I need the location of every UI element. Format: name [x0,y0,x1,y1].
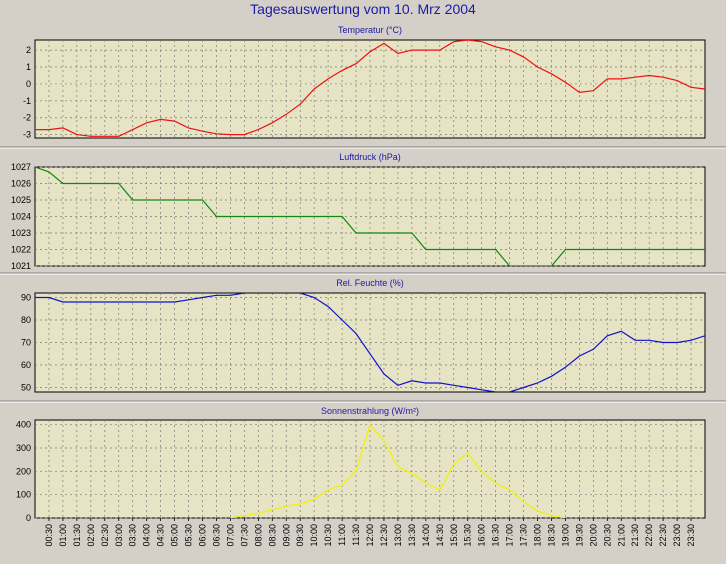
x-tick-label: 08:00 [253,524,263,547]
series-line [35,293,705,392]
x-tick-label: 22:30 [658,524,668,547]
x-tick-label: 13:30 [407,524,417,547]
x-tick-label: 10:30 [323,524,333,547]
panel-title: Luftdruck (hPa) [339,152,401,162]
y-tick-label: 400 [16,420,31,430]
x-tick-label: 02:30 [100,524,110,547]
x-tick-label: 03:30 [128,524,138,547]
y-tick-label: -3 [23,130,31,140]
x-tick-label: 17:30 [519,524,529,547]
panel-title: Temperatur (°C) [338,25,402,35]
series-line [35,40,705,137]
x-tick-label: 14:30 [435,524,445,547]
y-tick-label: 0 [26,513,31,523]
x-tick-label: 15:30 [463,524,473,547]
y-tick-label: 70 [21,338,31,348]
x-tick-label: 07:30 [239,524,249,547]
y-tick-label: 1024 [11,212,31,222]
x-tick-label: 16:30 [491,524,501,547]
y-tick-label: 60 [21,360,31,370]
y-tick-label: 80 [21,315,31,325]
x-tick-label: 09:30 [295,524,305,547]
panel-title: Rel. Feuchte (%) [336,278,404,288]
y-tick-label: 1025 [11,195,31,205]
x-tick-label: 23:30 [686,524,696,547]
x-tick-label: 16:00 [477,524,487,547]
x-tick-label: 01:00 [58,524,68,547]
x-tick-label: 18:00 [533,524,543,547]
y-tick-label: 0 [26,79,31,89]
x-tick-label: 22:00 [644,524,654,547]
y-tick-label: 200 [16,466,31,476]
x-tick-label: 19:00 [560,524,570,547]
y-tick-label: 50 [21,383,31,393]
x-tick-label: 04:00 [142,524,152,547]
x-tick-label: 04:30 [156,524,166,547]
x-tick-label: 08:30 [267,524,277,547]
y-tick-label: -2 [23,113,31,123]
x-tick-label: 10:00 [309,524,319,547]
x-tick-label: 05:30 [184,524,194,547]
plot-area [34,39,706,139]
series-line [230,423,566,518]
y-tick-label: 1027 [11,162,31,172]
panel-title: Sonnenstrahlung (W/m²) [321,406,419,416]
x-tick-label: 11:00 [337,524,347,546]
x-tick-label: 17:00 [505,524,515,547]
x-tick-label: 02:00 [86,524,96,547]
y-tick-label: 1022 [11,245,31,255]
x-tick-label: 15:00 [449,524,459,547]
y-tick-label: 1021 [11,261,31,271]
x-tick-label: 18:30 [546,524,556,547]
x-tick-label: 09:00 [281,524,291,547]
y-tick-label: -1 [23,96,31,106]
x-tick-label: 12:00 [365,524,375,547]
y-tick-label: 2 [26,45,31,55]
x-tick-label: 19:30 [574,524,584,547]
y-tick-label: 300 [16,443,31,453]
y-tick-label: 100 [16,490,31,500]
x-tick-label: 12:30 [379,524,389,547]
x-tick-label: 21:00 [616,524,626,547]
x-tick-label: 07:00 [225,524,235,547]
y-tick-label: 1023 [11,228,31,238]
x-tick-label: 01:30 [72,524,82,547]
x-tick-label: 06:00 [198,524,208,547]
x-tick-label: 05:00 [170,524,180,547]
x-tick-label: 20:00 [588,524,598,547]
x-tick-label: 03:00 [114,524,124,547]
x-tick-label: 11:30 [351,524,361,546]
x-tick-label: 21:30 [630,524,640,547]
x-tick-label: 13:00 [393,524,403,547]
x-tick-label: 06:30 [211,524,221,547]
page-title: Tagesauswertung vom 10. Mrz 2004 [250,1,476,17]
y-tick-label: 1 [26,62,31,72]
x-tick-label: 14:00 [421,524,431,547]
series-line [35,167,705,266]
x-tick-label: 23:00 [672,524,682,547]
plot-area [34,419,706,519]
y-tick-label: 1026 [11,179,31,189]
x-tick-label: 20:30 [602,524,612,547]
y-tick-label: 90 [21,293,31,303]
x-tick-label: 00:30 [44,524,54,547]
